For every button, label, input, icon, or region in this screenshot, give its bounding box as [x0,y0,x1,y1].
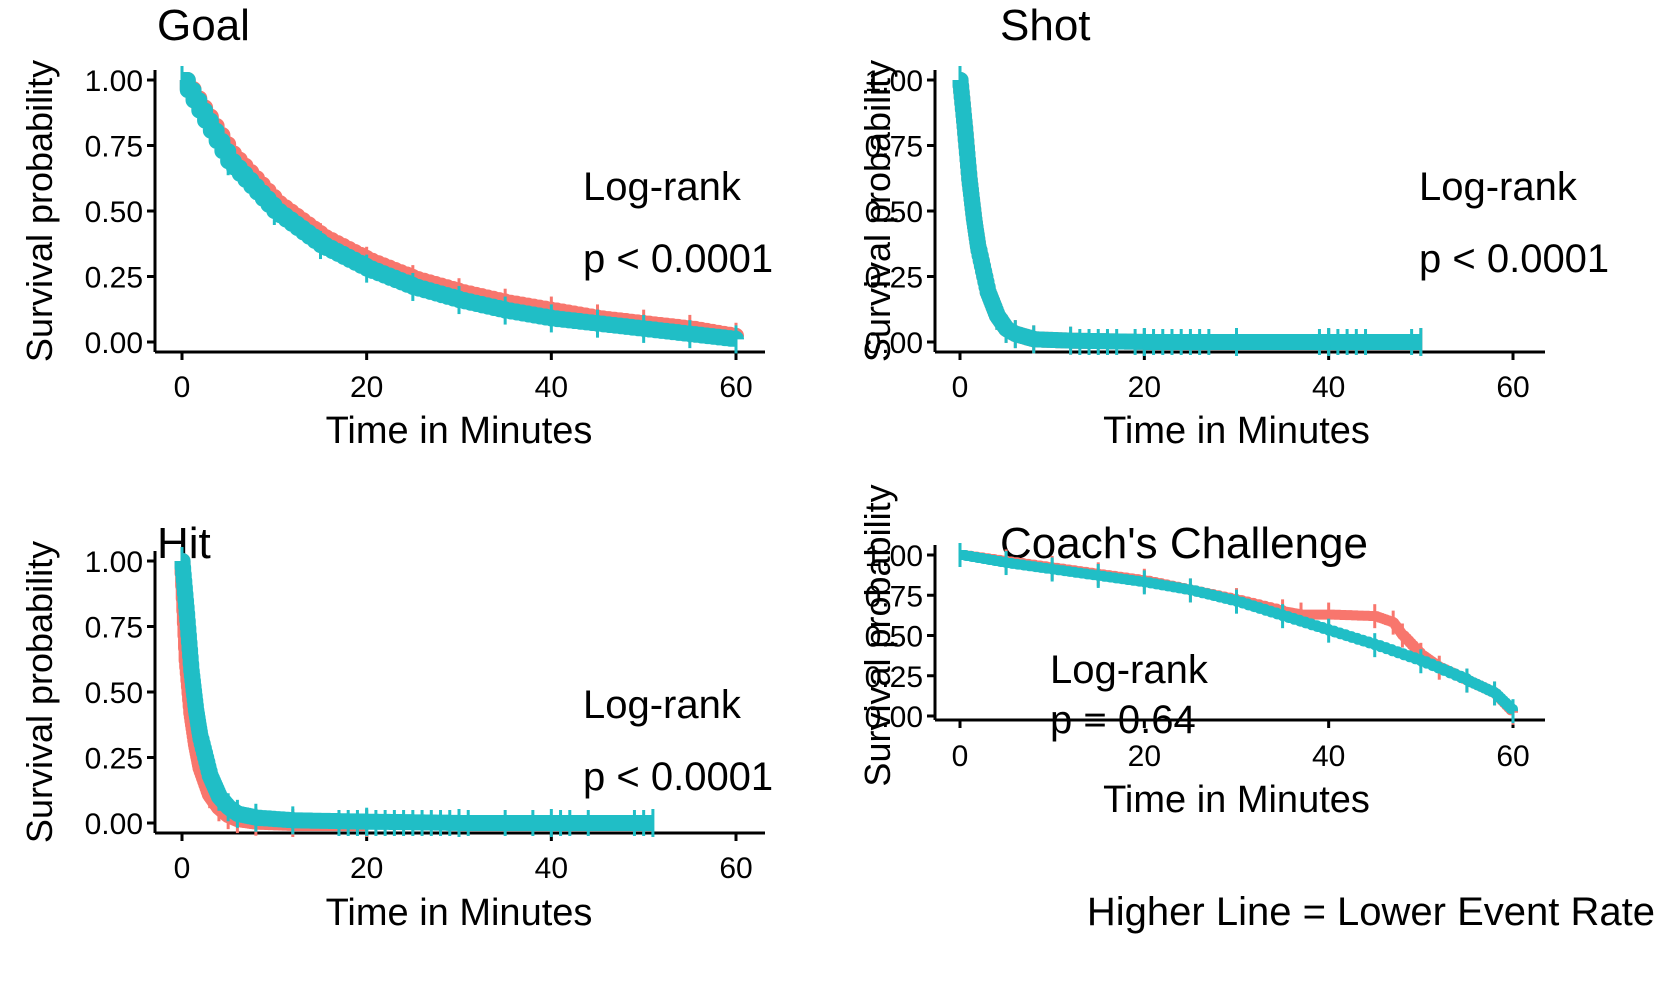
y-tick-label: 0.75 [85,612,143,645]
p-value-label: p < 0.0001 [583,755,773,799]
series-teal [179,66,744,354]
y-tick-label: 1.00 [865,540,923,573]
log-rank-label: Log-rank [583,683,742,727]
x-tick-label: 40 [535,852,568,885]
x-axis-label: Time in Minutes [326,892,593,934]
y-tick-label: 1.00 [85,65,143,98]
y-tick-label: 0.75 [865,131,923,164]
survival-curve [960,550,1518,716]
x-tick-label: 40 [1312,371,1345,404]
y-axis-label: Survival probability [19,541,60,843]
panel-title: Goal [157,1,250,50]
y-axis-label: Survival probability [857,484,898,786]
y-tick-label: 0.50 [85,677,143,710]
x-tick-label: 20 [1128,371,1161,404]
x-tick-label: 40 [1312,740,1345,773]
x-axis-label: Time in Minutes [1103,410,1370,452]
y-tick-label: 0.25 [865,661,923,694]
x-tick-label: 20 [350,371,383,404]
x-tick-label: 0 [174,371,191,404]
y-tick-label: 1.00 [85,546,143,579]
panel-coach-s-challenge: Coach's Challenge Survival probability0.0… [857,484,1545,821]
x-axis-label: Time in Minutes [326,410,593,452]
x-tick-label: 0 [952,740,969,773]
y-tick-label: 0.50 [85,196,143,229]
y-tick-label: 0.25 [85,743,143,776]
series-red [952,66,1423,356]
log-rank-label: Log-rank [1419,165,1578,209]
y-tick-label: 0.00 [85,808,143,841]
panel-title: Coach's Challenge [1000,519,1368,568]
y-axis-label: Survival probability [857,60,898,362]
x-tick-label: 60 [1496,740,1529,773]
x-tick-label: 20 [350,852,383,885]
y-tick-label: 0.00 [85,327,143,360]
y-tick-label: 0.50 [865,196,923,229]
y-axis-label: Survival probability [19,60,60,362]
footnote: Higher Line = Lower Event Rate [1087,890,1655,934]
p-value-label: p < 0.0001 [1419,237,1609,281]
log-rank-label: Log-rank [583,165,742,209]
y-tick-label: 0.00 [865,327,923,360]
p-value-label: p = 0.64 [1050,698,1196,742]
x-tick-label: 0 [174,852,191,885]
y-tick-label: 1.00 [865,65,923,98]
x-tick-label: 0 [952,371,969,404]
censor-tail [255,810,653,836]
survival-curve [952,72,1421,350]
p-value-label: p < 0.0001 [583,237,773,281]
log-rank-label: Log-rank [1050,648,1209,692]
x-tick-label: 40 [535,371,568,404]
y-tick-label: 0.75 [865,580,923,613]
panel-goal: Goal Survival probability 0.00 0.25 0.50 0.75… [19,1,773,452]
y-tick-label: 0.75 [85,131,143,164]
y-tick-label: 0.25 [85,262,143,295]
x-tick-label: 60 [719,852,752,885]
x-axis-label: Time in Minutes [1103,779,1370,821]
y-tick-label: 0.00 [865,701,923,734]
y-tick-label: 0.50 [865,621,923,654]
survival-curve [952,72,1421,350]
y-tick-label: 0.25 [865,262,923,295]
series-teal [952,66,1423,356]
censor-tail [1033,329,1421,355]
x-tick-label: 60 [719,371,752,404]
x-tick-label: 60 [1496,371,1529,404]
x-tick-label: 20 [1128,740,1161,773]
series-teal [958,543,1518,724]
survival-curve [960,550,1518,714]
panel-title: Shot [1000,1,1091,50]
